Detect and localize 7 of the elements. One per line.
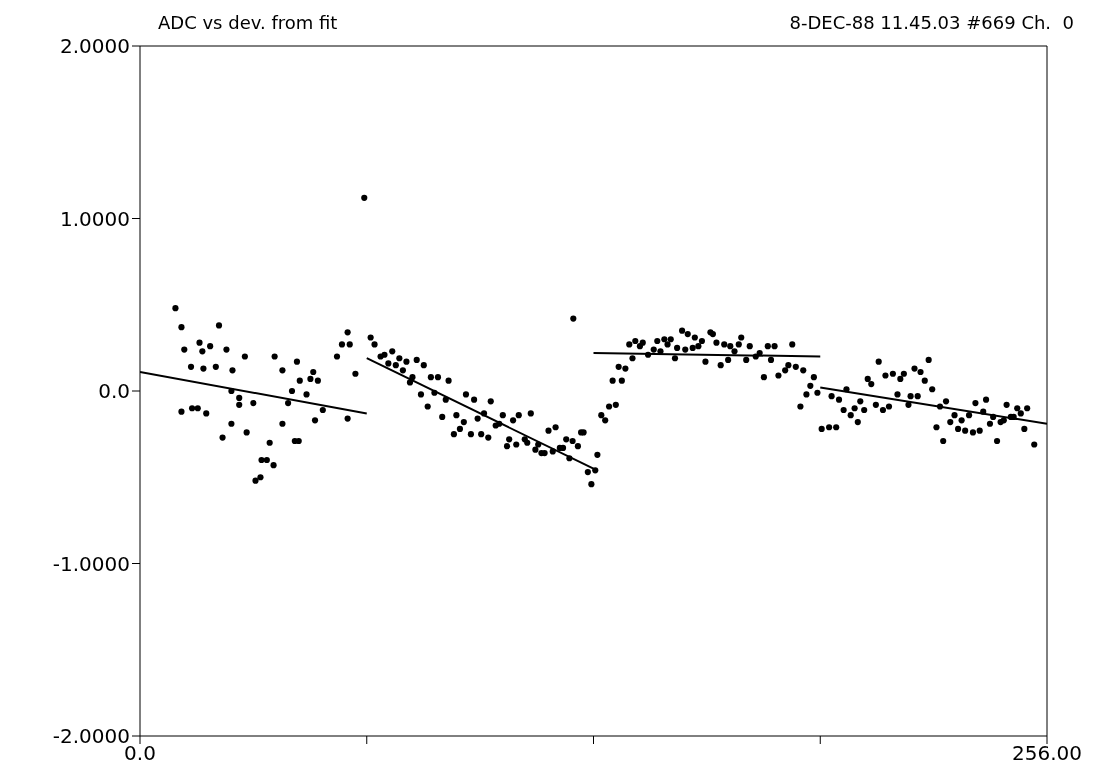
chart-subtitle: 8-DEC-88 11.45.03 #669 Ch. 0: [789, 12, 1074, 33]
y-tick-label: 0.0: [98, 379, 130, 404]
y-tick-label: 2.0000: [60, 34, 130, 59]
x-tick-label: 256.00: [1012, 741, 1082, 766]
y-tick-label: 1.0000: [60, 206, 130, 231]
y-tick-label: -1.0000: [52, 551, 130, 576]
chart-title: ADC vs dev. from fit: [158, 12, 338, 33]
